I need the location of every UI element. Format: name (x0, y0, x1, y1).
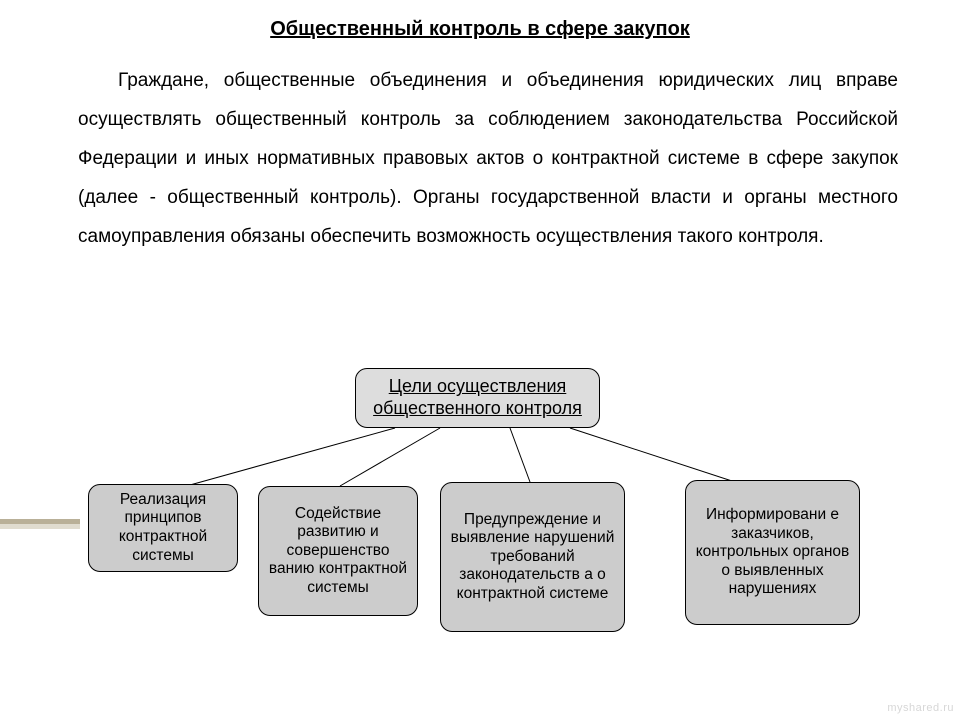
root-node-label: Цели осуществления общественного контрол… (364, 376, 591, 419)
intro-paragraph: Граждане, общественные объединения и объ… (78, 62, 898, 257)
edge-root-c3 (510, 428, 530, 482)
child-node-3-label: Предупреждение и выявление нарушений тре… (449, 511, 616, 604)
page-title: Общественный контроль в сфере закупок (0, 18, 960, 41)
child-node-4: Информировани е заказчиков, контрольных … (685, 480, 860, 625)
accent-stripe (0, 519, 80, 529)
edge-root-c1 (190, 428, 395, 485)
child-node-1: Реализация принципов контрактной системы (88, 484, 238, 572)
root-node: Цели осуществления общественного контрол… (355, 368, 600, 428)
page: Общественный контроль в сфере закупок Гр… (0, 0, 960, 720)
child-node-4-label: Информировани е заказчиков, контрольных … (694, 506, 851, 599)
accent-stripe-bottom (0, 524, 80, 529)
child-node-2: Содействие развитию и совершенство ванию… (258, 486, 418, 616)
edge-root-c4 (570, 428, 735, 482)
child-node-2-label: Содействие развитию и совершенство ванию… (267, 505, 409, 598)
child-node-3: Предупреждение и выявление нарушений тре… (440, 482, 625, 632)
child-node-1-label: Реализация принципов контрактной системы (97, 491, 229, 565)
watermark: myshared.ru (887, 702, 954, 714)
edge-root-c2 (340, 428, 440, 486)
